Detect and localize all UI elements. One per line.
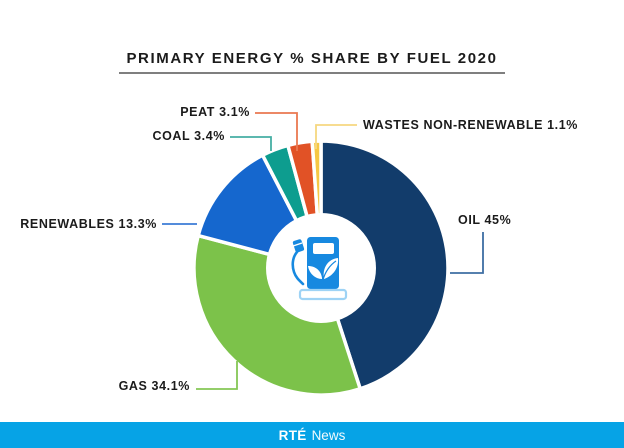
footer-brand-bar: RTÉ News [0,422,624,448]
label-renewables: RENEWABLES 13.3% [20,217,157,231]
label-coal: COAL 3.4% [152,129,225,143]
leader-oil [450,232,484,274]
leader-peat [255,112,298,151]
leader-coal [230,136,272,151]
label-oil: OIL 45% [458,213,512,227]
rte-news-label: News [311,427,346,443]
wedge-oil [319,139,450,391]
label-peat: PEAT 3.1% [180,105,250,119]
leader-gas [196,361,238,390]
leader-wastes-non-renewable [315,124,357,149]
label-gas: GAS 34.1% [118,379,190,393]
eco-fuel-pump-icon [291,237,348,301]
rte-logo-text: RTÉ [278,427,307,443]
label-wastes: WASTES NON-RENEWABLE 1.1% [363,118,579,132]
leader-lines [162,112,484,390]
